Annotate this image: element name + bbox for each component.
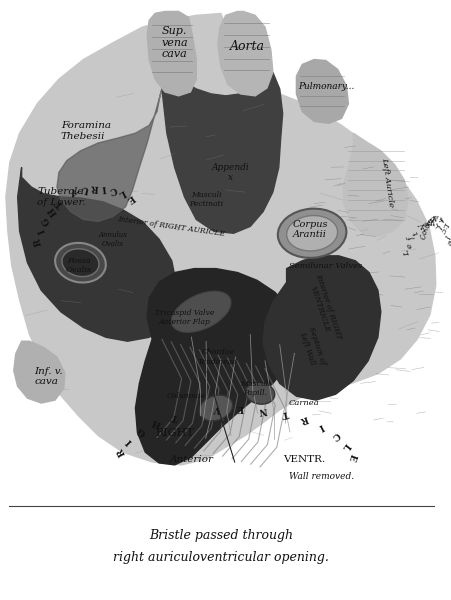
Text: Bristle passed through: Bristle passed through <box>149 529 293 542</box>
Text: f: f <box>408 235 417 242</box>
Text: T: T <box>281 408 289 418</box>
Text: e: e <box>405 242 414 249</box>
Text: r: r <box>436 213 442 221</box>
Text: V: V <box>417 220 427 230</box>
Text: r: r <box>422 224 431 231</box>
Text: Aorta: Aorta <box>230 40 265 53</box>
Text: V: V <box>214 404 222 413</box>
Text: R: R <box>33 237 44 247</box>
Text: l: l <box>442 233 450 239</box>
Text: I: I <box>318 422 325 431</box>
Text: t: t <box>430 218 435 226</box>
Text: Septum of
Left Wall: Septum of Left Wall <box>298 326 327 368</box>
Text: G: G <box>41 215 53 226</box>
Ellipse shape <box>199 395 233 421</box>
Text: R: R <box>299 413 309 425</box>
Text: E: E <box>346 452 357 461</box>
Text: Appendi
x: Appendi x <box>212 163 249 182</box>
Text: C: C <box>330 430 341 441</box>
Text: .: . <box>439 217 446 223</box>
Text: L: L <box>117 188 127 199</box>
Polygon shape <box>135 269 296 465</box>
Text: Pulmonary...: Pulmonary... <box>298 82 354 91</box>
Polygon shape <box>18 167 177 341</box>
Text: Musculi
Papill.: Musculi Papill. <box>240 380 271 397</box>
Text: Foramina
Thebesii: Foramina Thebesii <box>61 121 111 141</box>
Polygon shape <box>14 341 65 403</box>
Text: a: a <box>426 215 435 224</box>
Text: n: n <box>425 218 434 226</box>
Text: VENTR.: VENTR. <box>283 455 325 464</box>
Text: r: r <box>428 214 437 223</box>
Text: C: C <box>108 184 118 195</box>
Polygon shape <box>218 11 273 96</box>
Ellipse shape <box>62 249 99 277</box>
Text: I: I <box>101 183 106 192</box>
Text: Columnae: Columnae <box>167 392 206 400</box>
Text: e: e <box>422 218 429 227</box>
Text: n: n <box>426 217 432 226</box>
Text: o: o <box>423 221 433 229</box>
Text: A: A <box>71 187 82 198</box>
Text: G: G <box>136 425 147 437</box>
Text: Inf. v.
cava: Inf. v. cava <box>34 367 63 386</box>
Text: Chordae
Tendineae: Chordae Tendineae <box>198 349 238 365</box>
Ellipse shape <box>171 291 231 332</box>
Text: L: L <box>403 249 412 257</box>
Ellipse shape <box>55 243 106 283</box>
Text: C: C <box>419 232 428 239</box>
Polygon shape <box>162 72 283 233</box>
Ellipse shape <box>287 215 338 251</box>
Text: t: t <box>437 214 445 223</box>
Polygon shape <box>296 59 349 124</box>
Text: Carnea: Carnea <box>289 399 320 407</box>
Text: right auriculoventricular opening.: right auriculoventricular opening. <box>113 551 329 563</box>
Text: I: I <box>37 227 47 235</box>
Text: T: T <box>171 411 180 421</box>
Text: U: U <box>80 184 90 194</box>
Text: Musculi
Pectinati: Musculi Pectinati <box>189 191 223 208</box>
Text: Interior of RIGHT
VENTRICLE: Interior of RIGHT VENTRICLE <box>305 272 343 343</box>
Text: Corpus
Arantii: Corpus Arantii <box>292 220 328 239</box>
Text: Tubercle
of Lower.: Tubercle of Lower. <box>37 187 86 206</box>
Text: Anterior: Anterior <box>170 455 213 464</box>
Text: Sup.
vena
cava: Sup. vena cava <box>161 26 188 59</box>
Text: E: E <box>124 193 135 204</box>
Ellipse shape <box>278 209 346 258</box>
Text: Annulus
Ovalis: Annulus Ovalis <box>98 230 127 248</box>
Text: r: r <box>433 219 440 228</box>
Text: o: o <box>420 228 429 235</box>
Text: Wall removed.: Wall removed. <box>290 472 354 481</box>
Text: Interior of RIGHT AURICLE: Interior of RIGHT AURICLE <box>118 215 226 238</box>
Text: I: I <box>125 436 134 446</box>
Text: Fossa
Ovalis: Fossa Ovalis <box>65 257 92 274</box>
Text: t: t <box>411 229 420 236</box>
Text: .: . <box>443 225 451 230</box>
Polygon shape <box>344 133 408 236</box>
Text: T: T <box>55 198 65 209</box>
Text: i: i <box>436 223 443 230</box>
Text: N: N <box>258 404 268 415</box>
Text: Left Auricle: Left Auricle <box>380 157 395 208</box>
Text: y: y <box>431 212 438 222</box>
Text: RIGHT: RIGHT <box>155 428 194 437</box>
Polygon shape <box>57 89 162 221</box>
Text: L: L <box>340 440 351 451</box>
Polygon shape <box>263 256 381 400</box>
Text: R: R <box>116 446 128 457</box>
Text: e: e <box>444 238 451 246</box>
Text: A: A <box>434 212 441 221</box>
Text: Semilunar Valves: Semilunar Valves <box>289 262 363 269</box>
Polygon shape <box>147 11 196 96</box>
Text: H: H <box>152 417 163 429</box>
Text: Tricuspid Valve
Anterior Flap: Tricuspid Valve Anterior Flap <box>155 309 214 326</box>
Text: c: c <box>438 226 447 235</box>
Text: E: E <box>237 403 244 413</box>
Text: L: L <box>441 221 451 229</box>
Ellipse shape <box>245 382 275 404</box>
Text: H: H <box>47 205 59 218</box>
Text: R: R <box>90 182 98 192</box>
Polygon shape <box>6 13 436 465</box>
